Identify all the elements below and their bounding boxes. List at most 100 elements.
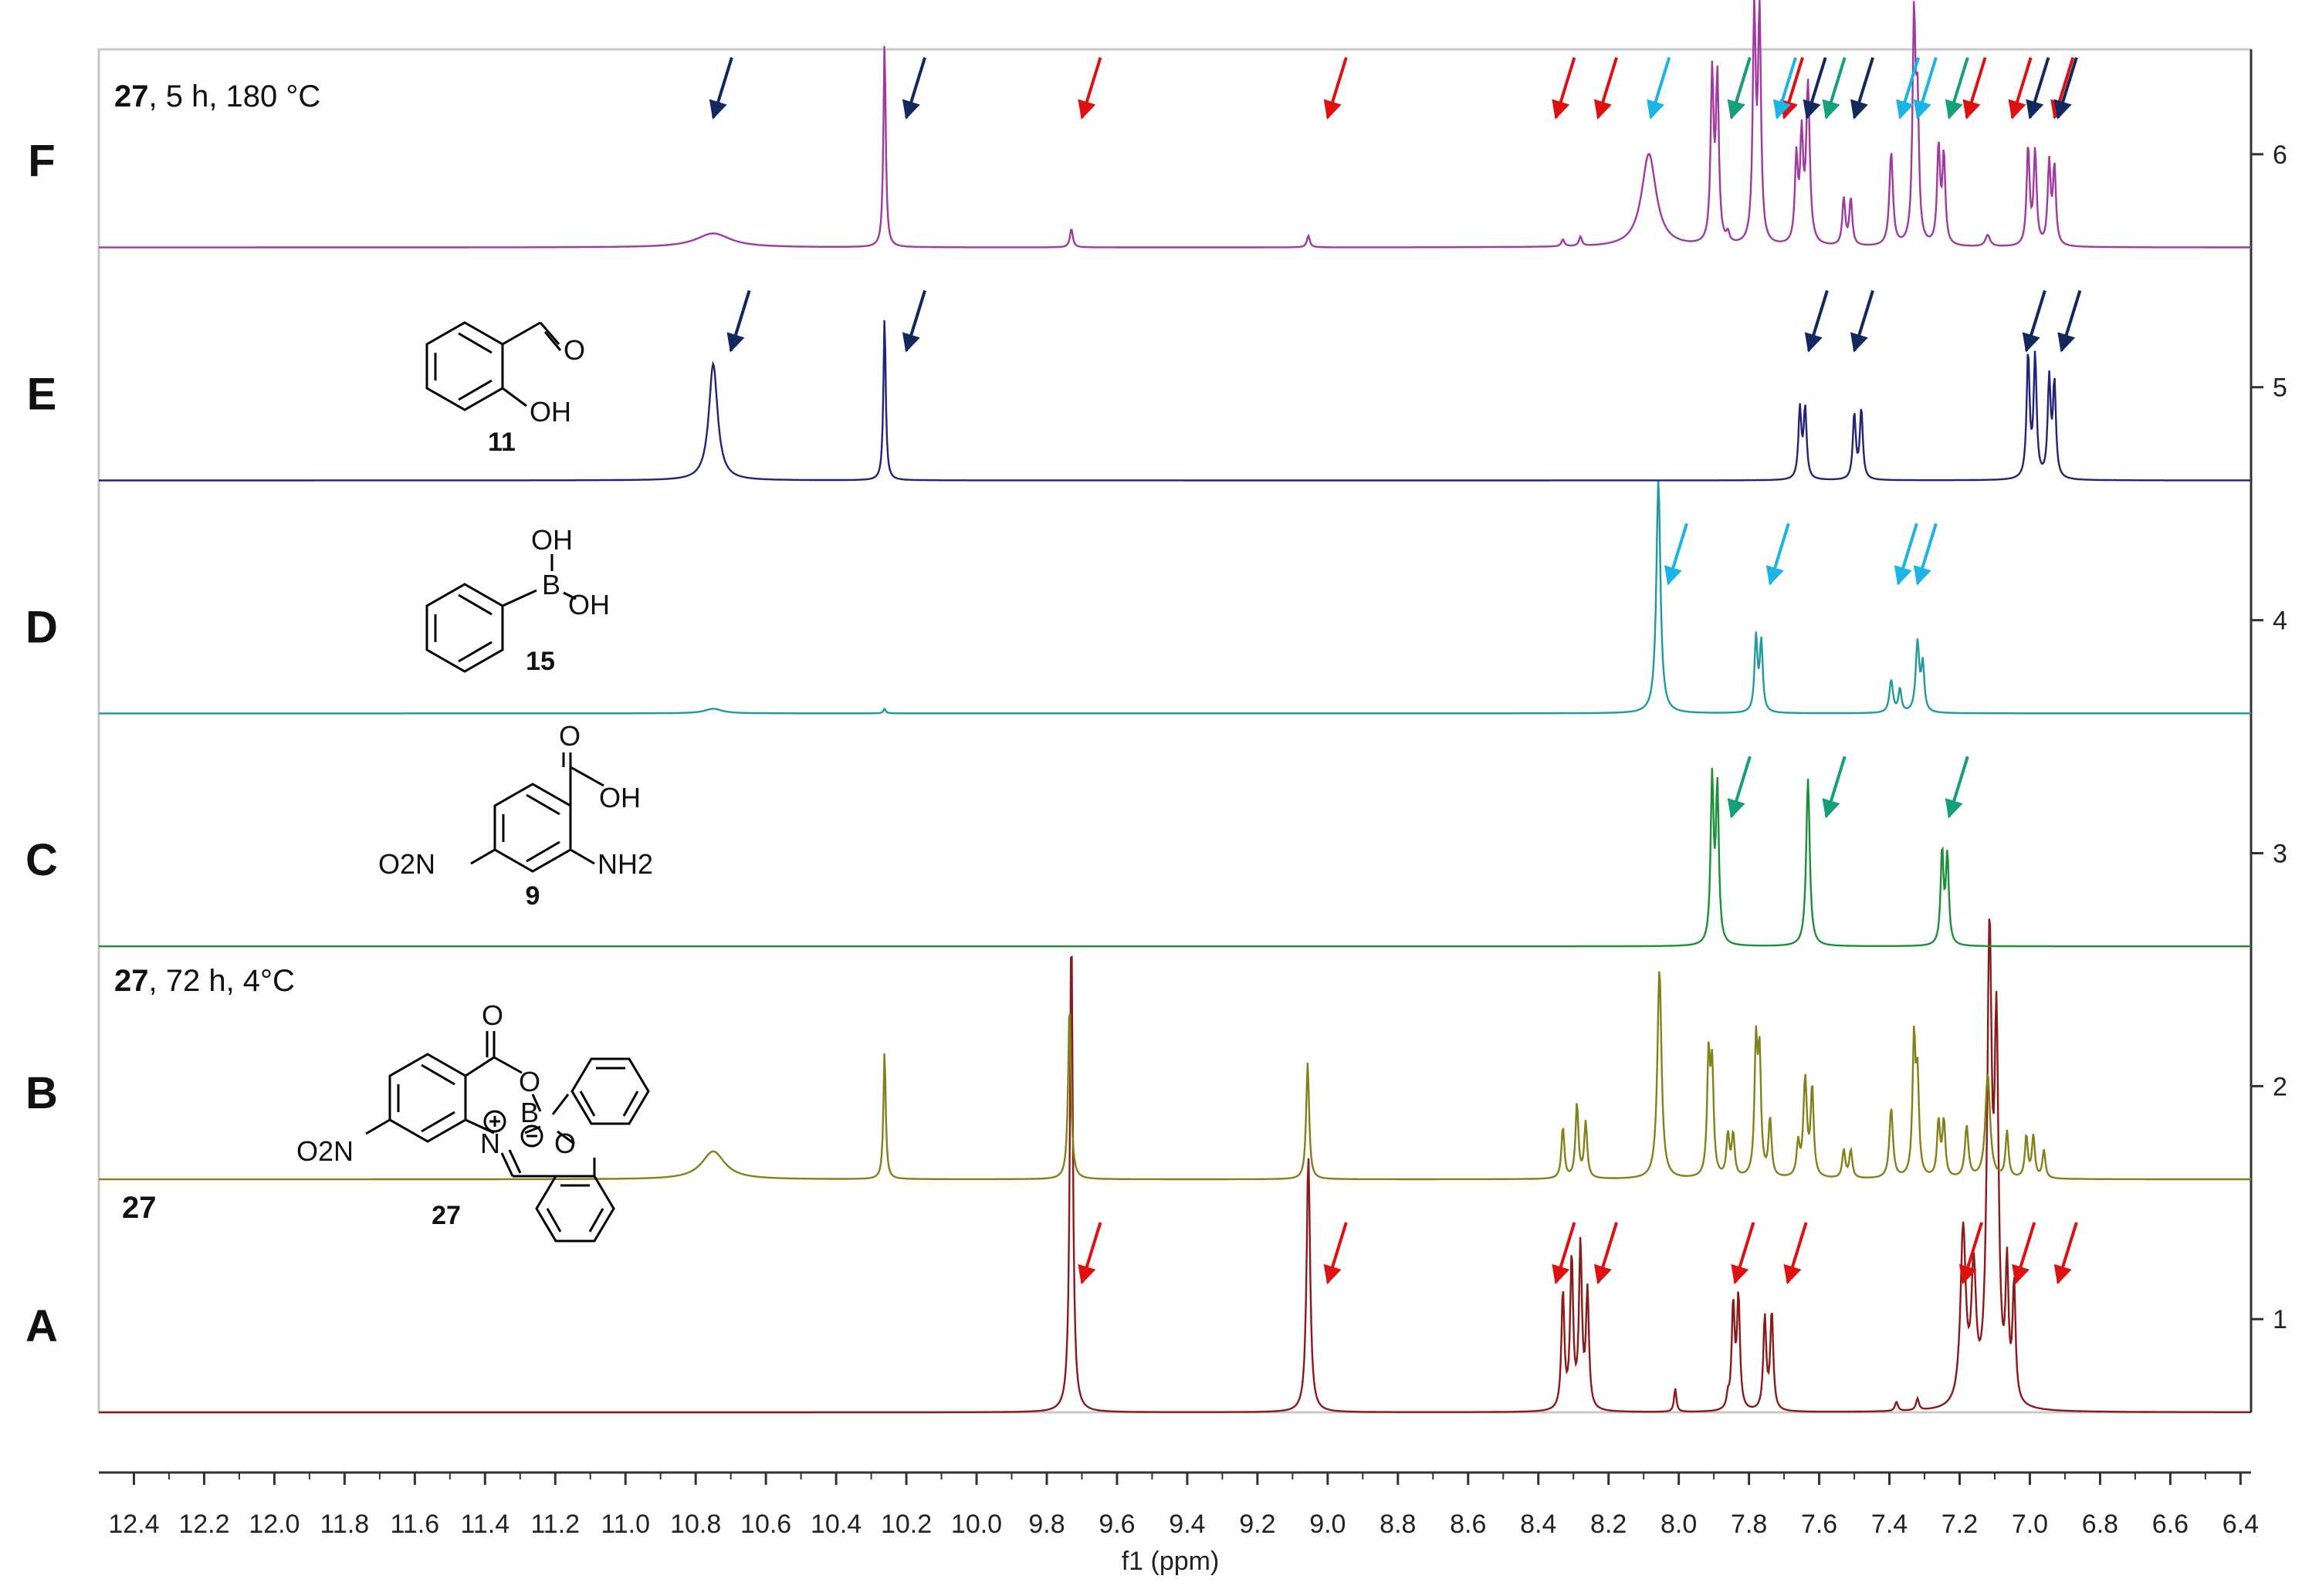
plot-frame	[97, 48, 2253, 1414]
x-axis-ticks: 12.4 12.2 12.0 11.8 11.6 11.4 11.2 11.0 10.8 10.6…	[108, 1473, 2259, 1539]
peak-arrow-e-2	[1804, 289, 1829, 353]
x-tick-label-6: 11.2	[530, 1510, 580, 1539]
peak-arrow-d-2	[1894, 522, 1918, 586]
y-tick-label-0: 1	[2273, 1305, 2287, 1334]
peak-arrow-e-1	[902, 289, 926, 353]
y-tick-label-3: 4	[2273, 607, 2287, 636]
y-tick-label-1: 2	[2273, 1072, 2287, 1101]
structure-27-label-b: B	[520, 1097, 539, 1128]
structure-27-label-o-carbonyl: O	[482, 999, 503, 1031]
peak-arrow-d-3	[1913, 522, 1938, 586]
x-tick-label-17: 9.0	[1309, 1510, 1346, 1539]
spectra-layer	[99, 0, 2251, 1414]
x-tick-label-3: 11.8	[320, 1510, 370, 1539]
x-tick-label-19: 8.6	[1450, 1510, 1486, 1539]
structure-11	[425, 321, 562, 411]
x-tick-label-28: 6.8	[2082, 1510, 2118, 1539]
x-tick-label-22: 8.0	[1660, 1510, 1697, 1539]
peak-arrow-f-18	[2008, 57, 2033, 120]
structure-27-label-o-phenolate: O	[554, 1128, 576, 1159]
spectrum-trace-f	[99, 0, 2251, 249]
x-tick-label-15: 9.4	[1169, 1510, 1205, 1539]
x-tick-label-20: 8.4	[1520, 1510, 1556, 1539]
structure-11-label-oh: OH	[530, 396, 571, 428]
peak-arrow-c-0	[1727, 756, 1752, 819]
y-axis-ticks: 1 2 3 4 5 6	[2251, 140, 2287, 1334]
x-tick-label-12: 10.0	[951, 1510, 1002, 1539]
peak-arrow-e-4	[2022, 289, 2046, 353]
x-tick-label-14: 9.6	[1099, 1510, 1135, 1539]
row-label-e: E	[27, 369, 57, 419]
structure-9-number: 9	[526, 881, 540, 911]
spectrum-trace-d	[99, 480, 2251, 715]
x-tick-label-24: 7.6	[1801, 1510, 1837, 1539]
structure-27	[365, 1031, 650, 1243]
structure-15-label-oh-top: OH	[531, 524, 573, 556]
x-tick-label-30: 6.4	[2222, 1510, 2259, 1539]
peak-arrow-f-11	[1803, 57, 1827, 120]
row-label-c: C	[25, 835, 58, 885]
peak-arrow-f-19	[2026, 57, 2050, 120]
structure-9	[470, 752, 604, 873]
peak-arrow-a-6	[1958, 1222, 1983, 1285]
x-tick-label-25: 7.4	[1871, 1510, 1908, 1539]
y-tick-label-5: 6	[2273, 140, 2287, 170]
structure-9-label-oh: OH	[599, 782, 641, 813]
spectrum-trace-c	[99, 767, 2251, 948]
structure-9-label-o: O	[559, 720, 581, 752]
x-tick-label-10: 10.4	[811, 1510, 862, 1539]
x-tick-label-23: 7.8	[1731, 1510, 1767, 1539]
structure-27-number: 27	[432, 1201, 461, 1230]
structure-11-number: 11	[488, 428, 516, 457]
peak-arrow-a-0	[1078, 1222, 1102, 1285]
peak-arrow-c-2	[1945, 756, 1969, 819]
peak-arrow-f-5	[1593, 57, 1618, 120]
structure-9-label-o2n: O2N	[378, 848, 435, 880]
structure-11-label-o: O	[564, 334, 585, 366]
structure-27-label-o2n: O2N	[296, 1135, 354, 1167]
peak-arrow-f-16	[1945, 57, 1969, 120]
row-label-b: B	[25, 1068, 58, 1118]
spectrum-trace-b	[99, 971, 2251, 1181]
x-tick-label-2: 12.0	[249, 1510, 300, 1539]
annotation-f: 27, 5 h, 180 °C	[114, 79, 320, 113]
structure-15	[425, 554, 577, 673]
peak-arrow-f-20	[2050, 57, 2075, 120]
peak-arrow-e-3	[1850, 289, 1874, 353]
x-tick-label-0: 12.4	[108, 1510, 159, 1539]
row-labels: A B C D E F	[25, 137, 58, 1351]
structure-15-label-oh: OH	[568, 589, 610, 620]
x-tick-label-26: 7.2	[1941, 1510, 1978, 1539]
peak-arrow-f-13	[1850, 57, 1874, 120]
x-axis-title: f1 (ppm)	[1122, 1547, 1220, 1576]
x-tick-label-13: 9.8	[1028, 1510, 1065, 1539]
peak-arrow-f-2	[1078, 57, 1102, 120]
x-tick-label-5: 11.4	[460, 1510, 509, 1539]
peak-arrow-d-0	[1664, 522, 1688, 586]
peak-arrow-f-12	[1822, 57, 1847, 120]
peak-arrow-a-8	[2053, 1222, 2078, 1285]
peak-arrow-f-17	[1962, 57, 1987, 120]
spectrum-trace-a	[99, 918, 2251, 1414]
x-tick-label-18: 8.8	[1380, 1510, 1416, 1539]
x-tick-label-27: 7.0	[2012, 1510, 2048, 1539]
peak-arrow-f-21	[2053, 57, 2078, 120]
peak-arrow-f-15	[1913, 57, 1938, 120]
peak-arrow-a-5	[1783, 1222, 1808, 1285]
y-tick-label-2: 3	[2273, 839, 2287, 868]
peak-arrow-a-4	[1731, 1222, 1755, 1285]
peak-arrow-a-3	[1593, 1222, 1618, 1285]
x-tick-label-1: 12.2	[178, 1510, 229, 1539]
structure-9-label-nh2: NH2	[598, 848, 653, 880]
peak-arrow-f-0	[709, 57, 733, 120]
x-tick-label-21: 8.2	[1590, 1510, 1627, 1539]
peak-arrow-e-5	[2057, 289, 2082, 353]
row-label-a: A	[25, 1301, 58, 1351]
x-tick-label-4: 11.6	[391, 1510, 440, 1539]
spectrum-trace-e	[99, 320, 2251, 482]
x-tick-label-7: 11.0	[601, 1510, 650, 1539]
annotation-b: 27, 72 h, 4°C	[114, 964, 295, 998]
peak-arrow-a-7	[2012, 1222, 2036, 1285]
structure-27-label-o-ester: O	[519, 1066, 540, 1097]
